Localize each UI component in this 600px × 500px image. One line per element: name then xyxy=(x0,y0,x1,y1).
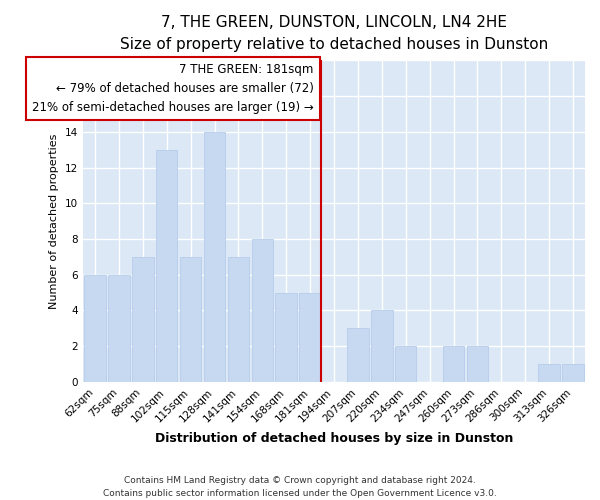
Bar xyxy=(299,292,321,382)
Bar xyxy=(251,239,273,382)
Bar xyxy=(562,364,584,382)
Text: 7 THE GREEN: 181sqm
← 79% of detached houses are smaller (72)
21% of semi-detach: 7 THE GREEN: 181sqm ← 79% of detached ho… xyxy=(32,63,314,114)
Text: Contains HM Land Registry data © Crown copyright and database right 2024.
Contai: Contains HM Land Registry data © Crown c… xyxy=(103,476,497,498)
Y-axis label: Number of detached properties: Number of detached properties xyxy=(49,134,59,309)
Bar xyxy=(108,274,130,382)
Bar xyxy=(132,257,154,382)
Bar xyxy=(227,257,249,382)
Title: 7, THE GREEN, DUNSTON, LINCOLN, LN4 2HE
Size of property relative to detached ho: 7, THE GREEN, DUNSTON, LINCOLN, LN4 2HE … xyxy=(120,15,548,52)
X-axis label: Distribution of detached houses by size in Dunston: Distribution of detached houses by size … xyxy=(155,432,513,445)
Bar xyxy=(347,328,368,382)
Bar xyxy=(180,257,202,382)
Bar xyxy=(467,346,488,382)
Bar xyxy=(371,310,392,382)
Bar xyxy=(443,346,464,382)
Bar xyxy=(538,364,560,382)
Bar xyxy=(84,274,106,382)
Bar xyxy=(156,150,178,382)
Bar xyxy=(395,346,416,382)
Bar xyxy=(275,292,297,382)
Bar xyxy=(204,132,225,382)
